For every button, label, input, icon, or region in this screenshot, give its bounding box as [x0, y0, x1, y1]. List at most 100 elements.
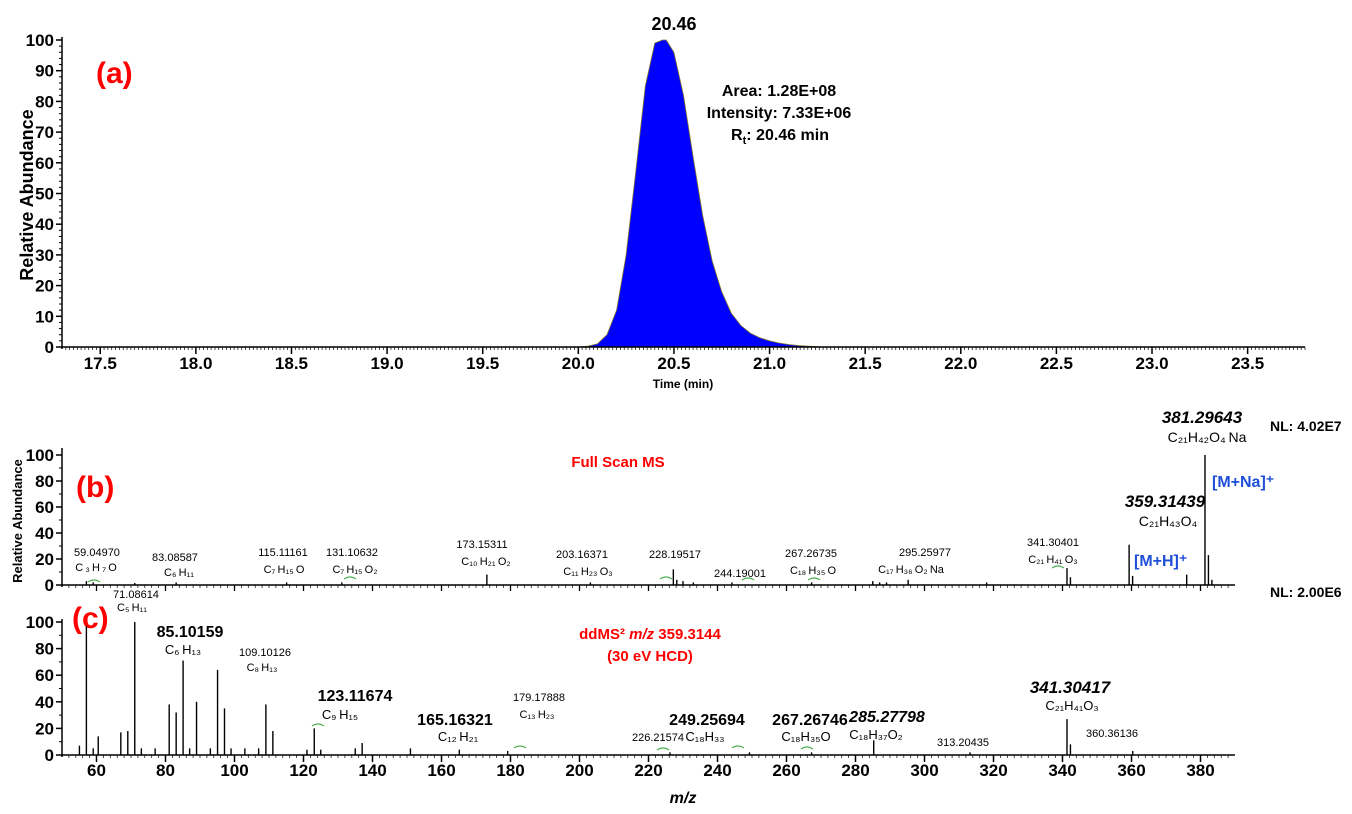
x-tick-label: 340 — [1048, 761, 1076, 780]
panel-a-chromatogram: (a) Relative Abundance 0 10 20 30 40 50 60 70 80… — [17, 14, 1306, 391]
x-tick-label: 22.5 — [1040, 354, 1073, 373]
panel-c-label: (c) — [72, 602, 109, 635]
x-tick-label: 20.0 — [562, 354, 595, 373]
peak-label: 173.15311 — [456, 539, 507, 551]
formula-label-major: C₆ H₁₃ — [165, 642, 201, 657]
panel-a-xlabel: Time (min) — [653, 377, 713, 391]
panel-a-label: (a) — [96, 57, 133, 90]
isotope-marker — [800, 746, 814, 750]
peak-label: 179.17888 — [513, 692, 565, 704]
formula-label: C ₃ H ₇ O — [75, 562, 117, 574]
peak-label-major: 285.27798 — [848, 709, 925, 726]
isotope-marker — [1051, 565, 1065, 569]
peak-rt-text: Rt: 20.46 min — [731, 127, 829, 147]
formula-label-major: C₁₂ H₂₁ — [438, 729, 479, 744]
formula-label: C₇ H₁₅ O₂ — [332, 564, 377, 576]
x-tick-label: 100 — [220, 761, 248, 780]
peak-intensity-text: Intensity: 7.33E+06 — [707, 105, 852, 122]
y-tick-label: 20 — [35, 277, 54, 296]
panel-c-xlabel: m/z — [670, 790, 697, 807]
y-tick-label: 90 — [35, 62, 54, 81]
y-tick-label: 40 — [35, 215, 54, 234]
panel-b-peak-labels: 59.04970 C ₃ H ₇ O 83.08587 C₆ H₁₁ 115.1… — [74, 537, 1079, 580]
panel-b-label: (b) — [76, 471, 114, 504]
x-tick-label: 20.5 — [657, 354, 690, 373]
peak-label: 267.26735 — [785, 548, 837, 560]
panel-b-ylabel: Relative Abundance — [10, 459, 25, 583]
x-tick-label: 18.5 — [275, 354, 308, 373]
formula-label-major: C₁₈H₃₃ — [685, 729, 724, 744]
isotope-marker — [731, 745, 745, 749]
formula-label: C₂₁ H₄₁ O₃ — [1028, 554, 1078, 566]
peak-label: 203.16371 — [556, 549, 608, 561]
peak-label: 341.30401 — [1027, 537, 1079, 549]
formula-label: C₁₇ H₃₆ O₂ Na — [878, 564, 945, 576]
x-tick-label: 60 — [87, 761, 106, 780]
y-tick-label: 20 — [35, 719, 54, 738]
formula-label-major: C₁₈H₃₅O — [781, 729, 830, 744]
formula-label: C₁₃ H₂₃ — [519, 709, 554, 721]
y-tick-label: 100 — [26, 446, 54, 465]
peak-label-major: 123.11674 — [318, 688, 393, 705]
y-tick-label: 10 — [35, 307, 54, 326]
x-tick-label: 200 — [565, 761, 593, 780]
y-tick-label: 30 — [35, 246, 54, 265]
peak-label: 226.21574 — [632, 732, 684, 744]
y-tick-label: 50 — [35, 185, 54, 204]
peak-retention-label: 20.46 — [651, 14, 696, 34]
peak-label: 244.19001 — [714, 568, 766, 580]
y-tick-label: 80 — [35, 92, 54, 111]
panel-b-title: Full Scan MS — [571, 454, 664, 471]
isotope-marker — [343, 576, 357, 580]
peak-label-major: 249.25694 — [669, 712, 745, 729]
y-tick-label: 0 — [45, 338, 54, 357]
panel-c-subtitle: (30 eV HCD) — [607, 648, 693, 665]
isotope-marker — [656, 747, 670, 751]
peak-label: 71.08614 — [113, 589, 159, 601]
formula-label: C₆ H₁₁ — [164, 567, 194, 579]
formula-label: C₁₁ H₂₃ O₃ — [563, 566, 613, 578]
peak-label-major: 165.16321 — [417, 712, 493, 729]
peak-label: 83.08587 — [152, 552, 198, 564]
y-tick-label: 80 — [35, 640, 54, 659]
peak-label: 131.10632 — [326, 547, 378, 559]
peak-label: 360.36136 — [1086, 728, 1138, 740]
x-tick-label: 18.0 — [179, 354, 212, 373]
y-tick-label: 60 — [35, 498, 54, 517]
formula-label-major: C₁₈H₃₇O₂ — [849, 727, 902, 742]
x-tick-label: 22.0 — [944, 354, 977, 373]
y-tick-label: 60 — [35, 666, 54, 685]
y-tick-label: 80 — [35, 472, 54, 491]
isotope-marker — [659, 576, 673, 580]
panel-c-peak-labels: 71.08614 C₅ H₁₁ 109.10126 C₈ H₁₃ 179.178… — [113, 589, 1138, 749]
panel-b-nl: NL: 4.02E7 — [1270, 418, 1342, 434]
peak-label-major: 341.30417 — [1030, 678, 1112, 697]
isotope-marker — [311, 723, 325, 727]
formula-label-major: C₂₁H₄₁O₃ — [1045, 698, 1098, 713]
x-tick-label: 120 — [289, 761, 317, 780]
x-tick-label: 140 — [358, 761, 386, 780]
peak-area-text: Area: 1.28E+08 — [722, 83, 836, 100]
y-tick-label: 0 — [45, 576, 54, 595]
y-tick-label: 70 — [35, 123, 54, 142]
y-tick-label: 20 — [35, 550, 54, 569]
base-peak-label: 381.29643 — [1162, 408, 1243, 427]
formula-label: C₅ H₁₁ — [117, 602, 147, 614]
panel-c-title: ddMS² m/z 359.3144 — [579, 626, 721, 643]
panel-b-full-scan-ms: (b) Relative Abundance Full Scan MS NL: … — [10, 408, 1342, 751]
peak-label: 228.19517 — [649, 549, 701, 561]
x-tick-label: 17.5 — [84, 354, 117, 373]
peak-label-major: 359.31439 — [1125, 492, 1206, 511]
x-tick-label: 23.5 — [1231, 354, 1264, 373]
formula-label: C₈ H₁₃ — [247, 662, 278, 674]
x-tick-label: 260 — [772, 761, 800, 780]
isotope-marker — [807, 577, 821, 581]
formula-label-major: C₂₁H₄₃O₄ — [1139, 513, 1198, 529]
panel-c-ddms2: (c) NL: 2.00E6 ddMS² m/z 359.3144 (30 eV… — [26, 584, 1342, 807]
formula-label: C₁₀ H₂₁ O₂ — [461, 556, 510, 568]
x-tick-label: 380 — [1186, 761, 1214, 780]
y-tick-label: 40 — [35, 693, 54, 712]
peak-label: 115.11161 — [258, 547, 308, 559]
ion-label-m-na: [M+Na]⁺ — [1212, 474, 1274, 491]
